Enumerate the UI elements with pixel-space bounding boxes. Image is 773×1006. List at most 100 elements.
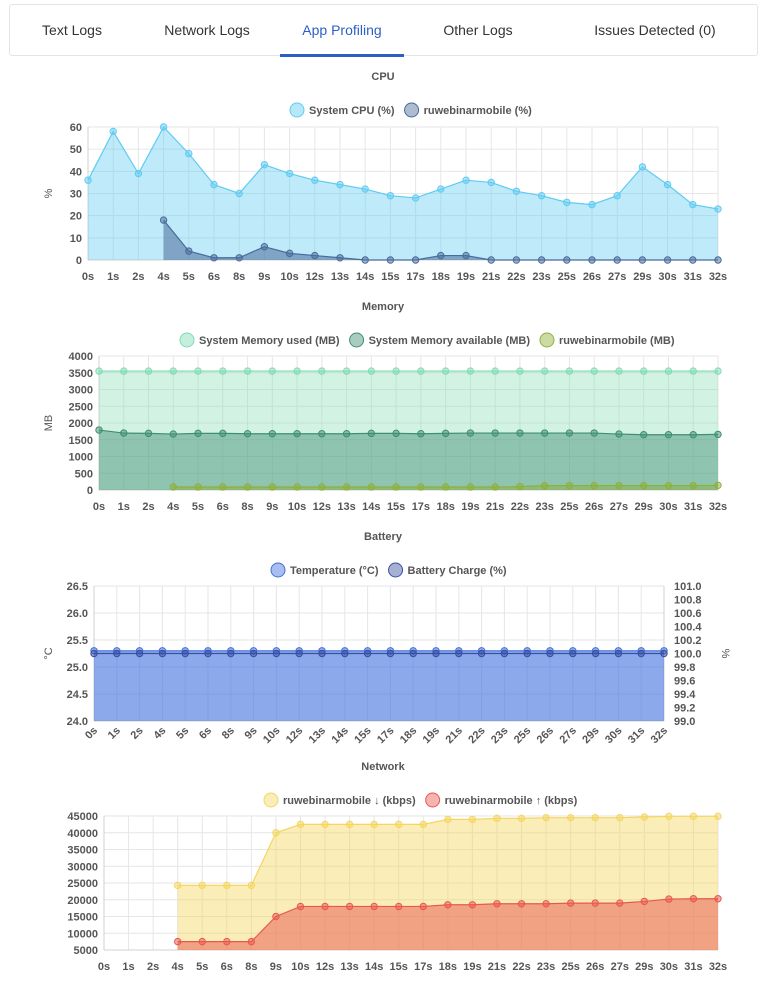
network-x-tick-label: 30s xyxy=(660,961,678,973)
network-series-0-point xyxy=(468,815,477,824)
battery-y2-tick-label: 99.0 xyxy=(674,716,695,728)
cpu-x-tick-label: 23s xyxy=(532,271,550,283)
cpu-x-tick-label: 5s xyxy=(183,271,195,283)
cpu-series-0-point xyxy=(134,169,143,178)
cpu-x-tick-label: 19s xyxy=(457,271,475,283)
network-series-0-point xyxy=(689,812,698,821)
cpu-series-1-point xyxy=(462,251,470,260)
network-x-tick-label: 12s xyxy=(316,961,334,973)
network-series-0-point xyxy=(419,820,427,829)
cpu-series-1-point xyxy=(210,254,218,262)
memory-series-0-point xyxy=(367,367,376,375)
memory-chart-title: Memory xyxy=(362,301,405,313)
battery-y-tick-label: 26.5 xyxy=(67,581,88,593)
cpu-series-0-point xyxy=(563,198,571,207)
battery-series-1-point xyxy=(204,649,212,658)
cpu-x-tick-label: 21s xyxy=(482,271,500,283)
cpu-series-1-point xyxy=(386,256,395,264)
cpu-series-1-point xyxy=(689,256,697,264)
network-y-tick-label: 5000 xyxy=(74,945,98,957)
tab-other-logs[interactable]: Other Logs xyxy=(443,22,513,38)
cpu-series-0-point xyxy=(689,200,697,209)
network-series-1-point xyxy=(247,937,256,946)
cpu-series-0-point xyxy=(210,180,218,189)
tab-issues-detected[interactable]: Issues Detected (0) xyxy=(594,22,716,38)
memory-series-2-point xyxy=(664,481,673,490)
network-series-0-point xyxy=(566,813,575,822)
memory-series-1-point xyxy=(367,429,376,438)
memory-x-tick-label: 21s xyxy=(486,501,504,513)
network-series-1-point xyxy=(345,902,354,911)
tab-network-logs[interactable]: Network Logs xyxy=(164,22,250,38)
battery-x-tick-label: 15s xyxy=(352,725,373,746)
tab-text-logs[interactable]: Text Logs xyxy=(42,22,102,38)
cpu-x-tick-label: 14s xyxy=(356,271,374,283)
memory-series-2-point xyxy=(565,481,574,490)
memory-x-tick-label: 9s xyxy=(266,501,278,513)
network-series-0-point xyxy=(223,881,231,890)
network-series-1-point xyxy=(517,900,526,908)
memory-series-2-point xyxy=(466,483,475,491)
network-x-tick-label: 31s xyxy=(684,961,702,973)
cpu-x-tick-label: 29s xyxy=(633,271,651,283)
network-series-1-point xyxy=(321,902,329,911)
cpu-y-tick-label: 30 xyxy=(70,189,82,201)
network-series-1-point xyxy=(640,897,649,906)
cpu-x-tick-label: 2s xyxy=(132,271,144,283)
network-y-tick-label: 45000 xyxy=(67,811,98,823)
cpu-series-0-point xyxy=(159,123,168,131)
memory-y-tick-label: 500 xyxy=(75,468,93,480)
battery-series-1-point xyxy=(363,649,372,658)
memory-x-tick-label: 4s xyxy=(167,501,179,513)
network-x-tick-label: 1s xyxy=(122,961,134,973)
memory-series-1-area xyxy=(99,430,718,490)
tab-app-profiling[interactable]: App Profiling xyxy=(280,5,404,57)
memory-x-tick-label: 6s xyxy=(217,501,229,513)
network-series-1-point xyxy=(665,895,673,903)
network-series-0-point xyxy=(345,820,354,829)
network-series-0-point xyxy=(444,815,452,824)
memory-y-tick-label: 0 xyxy=(87,485,93,497)
network-legend-label: ruwebinarmobile ↓ (kbps) xyxy=(283,795,416,807)
battery-x-tick-label: 5s xyxy=(174,725,191,742)
memory-x-tick-label: 0s xyxy=(93,501,105,513)
network-series-1-point xyxy=(370,902,378,911)
cpu-x-tick-label: 13s xyxy=(331,271,349,283)
memory-series-1-point xyxy=(640,431,648,439)
cpu-series-1-point xyxy=(487,256,495,264)
memory-series-1-point xyxy=(293,430,301,438)
battery-x-tick-label: 6s xyxy=(197,725,214,742)
memory-legend-marker xyxy=(539,332,555,348)
battery-y-tick-label: 25.0 xyxy=(67,662,88,674)
battery-series-1-point xyxy=(432,649,440,658)
network-series-1-point xyxy=(591,899,599,907)
network-series-0-point xyxy=(173,881,182,890)
memory-x-tick-label: 14s xyxy=(362,501,380,513)
network-x-tick-label: 29s xyxy=(635,961,653,973)
cpu-y-tick-label: 50 xyxy=(70,144,82,156)
cpu-series-1-point xyxy=(512,256,521,264)
memory-series-0-point xyxy=(491,367,499,375)
battery-x-tick-label: 29s xyxy=(580,725,601,746)
cpu-series-1-point xyxy=(613,256,621,264)
network-series-0-point xyxy=(640,813,649,821)
cpu-series-1-point xyxy=(285,249,294,258)
memory-series-0-point xyxy=(714,367,722,375)
cpu-x-tick-label: 32s xyxy=(709,271,727,283)
cpu-x-tick-label: 30s xyxy=(658,271,676,283)
memory-x-tick-label: 25s xyxy=(560,501,578,513)
memory-series-1-line xyxy=(98,429,719,436)
battery-series-1-point xyxy=(637,649,645,658)
network-series-1-point xyxy=(566,899,575,907)
network-y-tick-label: 25000 xyxy=(67,878,98,890)
battery-x-tick-label: 25s xyxy=(512,725,533,746)
battery-series-1-point xyxy=(660,649,668,658)
network-series-0-point xyxy=(493,814,501,823)
network-x-tick-label: 21s xyxy=(488,961,506,973)
network-series-1-point xyxy=(444,901,452,909)
cpu-series-0-area xyxy=(88,127,718,260)
memory-series-2-point xyxy=(243,483,252,491)
memory-series-0-point xyxy=(565,367,574,375)
battery-series-1-point xyxy=(591,649,600,658)
cpu-y-tick-label: 20 xyxy=(70,211,82,223)
